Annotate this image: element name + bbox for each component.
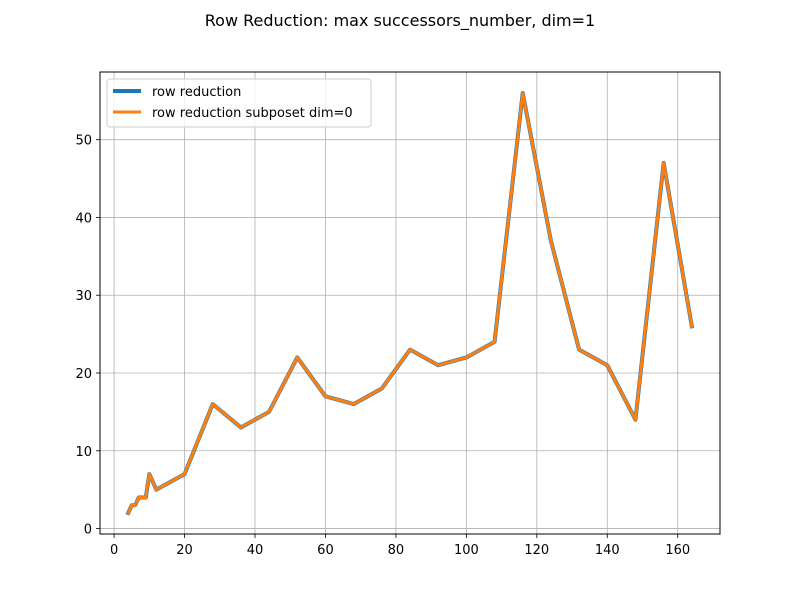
y-tick-label: 20 (75, 367, 92, 382)
x-axis: 0 20 40 60 80 100 120 140 160 (110, 534, 690, 558)
axes-frame (99, 71, 721, 535)
y-axis: 0 10 20 30 40 50 (75, 134, 100, 538)
grid-lines (100, 72, 720, 534)
y-tick-label: 0 (84, 523, 92, 538)
plot-area: 0 20 40 60 80 100 120 140 160 0 10 20 30 40 50 (75, 71, 721, 558)
x-tick-label: 80 (388, 543, 405, 558)
y-tick-label: 30 (75, 289, 92, 304)
y-tick-label: 50 (75, 134, 92, 149)
series-line-1 (126, 91, 694, 515)
chart-title: Row Reduction: max successors_number, di… (205, 11, 595, 31)
x-tick-label: 40 (247, 543, 264, 558)
x-tick-label: 100 (454, 543, 479, 558)
x-tick-label: 0 (110, 543, 118, 558)
x-tick-label: 140 (595, 543, 620, 558)
x-tick-label: 160 (665, 543, 690, 558)
legend-box (106, 78, 372, 128)
y-tick-label: 10 (75, 445, 92, 460)
x-tick-label: 60 (317, 543, 334, 558)
legend-label-row-reduction: row reduction (152, 85, 241, 100)
legend: row reduction row reduction subposet dim… (106, 78, 372, 128)
legend-label-row-reduction-subposet: row reduction subposet dim=0 (152, 106, 353, 121)
x-tick-label: 20 (176, 543, 193, 558)
x-tick-label: 120 (524, 543, 549, 558)
series-lines (125, 91, 695, 516)
y-tick-label: 40 (75, 211, 92, 226)
